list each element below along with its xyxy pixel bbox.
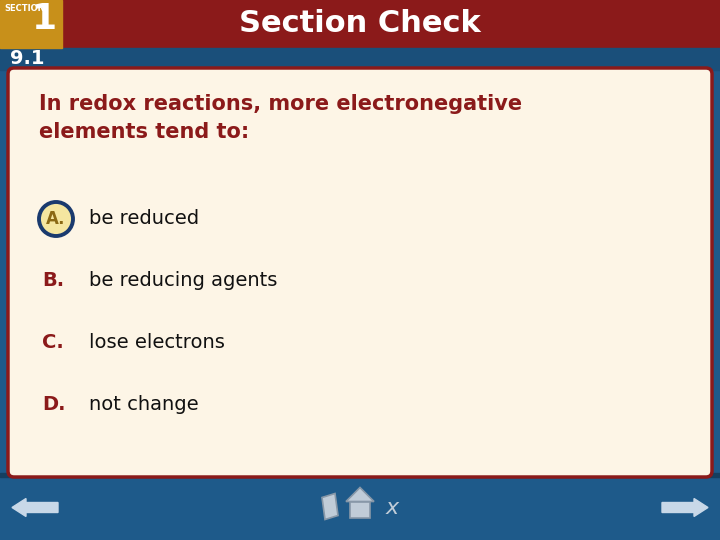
Bar <box>350 502 370 517</box>
Text: 1: 1 <box>32 2 57 36</box>
Circle shape <box>39 202 73 236</box>
Bar <box>0 475 720 540</box>
Text: lose electrons: lose electrons <box>89 334 225 353</box>
FancyBboxPatch shape <box>8 68 712 477</box>
FancyArrow shape <box>662 498 708 516</box>
Text: be reducing agents: be reducing agents <box>89 272 277 291</box>
Text: x: x <box>385 497 399 517</box>
FancyArrow shape <box>12 498 58 516</box>
Text: 9.1: 9.1 <box>10 50 45 69</box>
Text: Section Check: Section Check <box>239 10 481 38</box>
Text: A.: A. <box>46 210 66 228</box>
Polygon shape <box>322 494 338 519</box>
Bar <box>0 48 720 70</box>
Bar <box>0 0 720 48</box>
Text: B.: B. <box>42 272 64 291</box>
Bar <box>0 473 720 477</box>
Polygon shape <box>346 488 374 502</box>
Text: D.: D. <box>42 395 66 415</box>
Text: SECTION: SECTION <box>4 4 45 13</box>
Text: C.: C. <box>42 334 64 353</box>
Text: not change: not change <box>89 395 199 415</box>
Bar <box>0 0 62 48</box>
Text: be reduced: be reduced <box>89 210 199 228</box>
Text: In redox reactions, more electronegative
elements tend to:: In redox reactions, more electronegative… <box>39 94 522 142</box>
